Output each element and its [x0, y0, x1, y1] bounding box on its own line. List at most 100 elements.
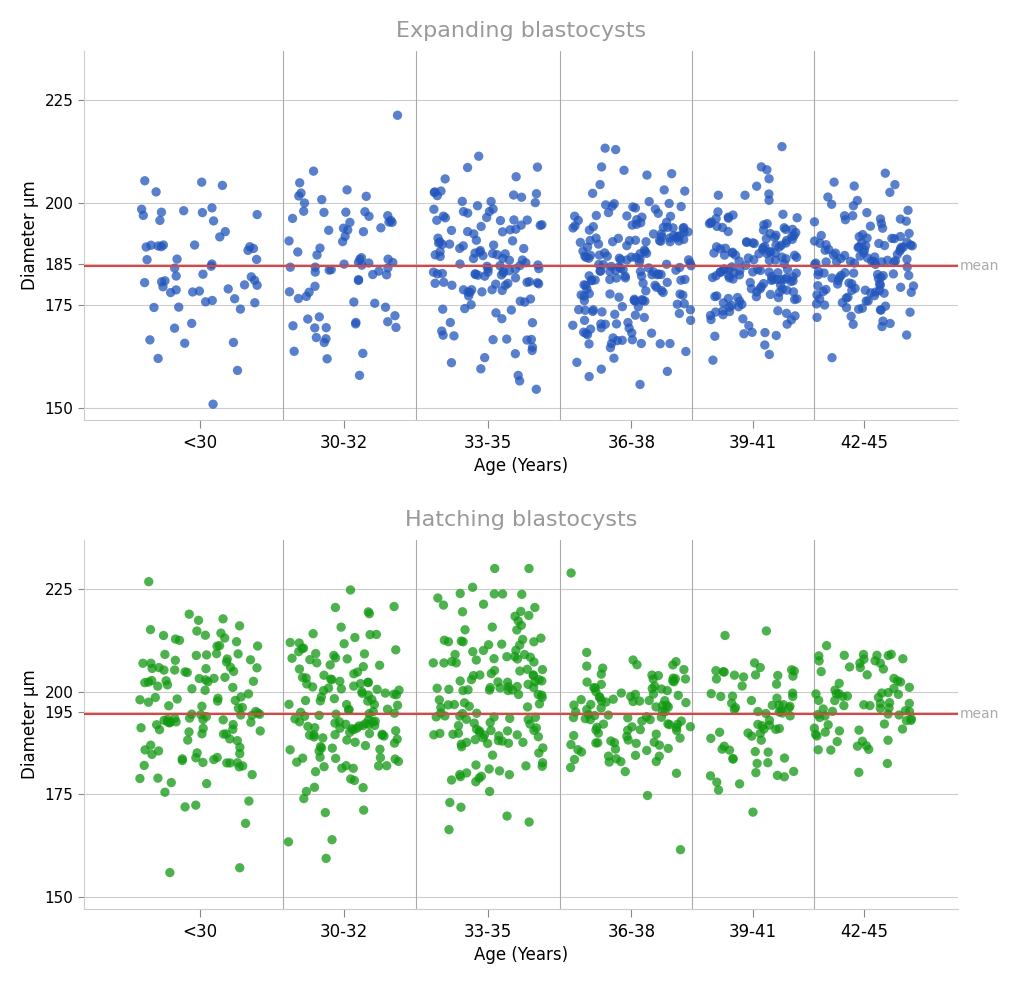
Point: [815, 265, 832, 281]
Point: [769, 668, 786, 684]
Point: [891, 243, 907, 259]
Point: [335, 221, 352, 236]
Point: [714, 295, 731, 310]
Point: [620, 732, 636, 748]
Point: [365, 703, 381, 719]
Point: [761, 287, 777, 302]
Point: [508, 727, 525, 743]
Point: [596, 316, 612, 332]
Point: [578, 644, 594, 660]
Point: [309, 247, 325, 263]
Point: [451, 240, 468, 256]
Point: [504, 233, 521, 249]
Point: [735, 669, 751, 685]
Point: [838, 291, 854, 306]
Point: [775, 220, 792, 235]
Point: [351, 718, 367, 734]
Point: [432, 248, 448, 264]
Point: [809, 742, 825, 757]
Point: [175, 203, 192, 219]
Point: [884, 254, 901, 270]
Point: [282, 634, 299, 650]
Point: [168, 268, 184, 284]
Point: [307, 264, 323, 280]
Point: [494, 224, 511, 239]
Point: [348, 720, 365, 736]
Y-axis label: Diameter μm: Diameter μm: [21, 180, 39, 291]
Point: [819, 241, 836, 257]
Point: [354, 686, 370, 701]
Point: [748, 284, 764, 299]
Point: [318, 331, 334, 347]
Point: [389, 697, 406, 713]
Point: [150, 679, 166, 694]
Point: [777, 232, 794, 248]
Point: [449, 718, 466, 734]
Point: [312, 240, 328, 256]
Point: [866, 256, 882, 272]
Point: [488, 247, 504, 263]
Point: [661, 230, 678, 246]
Point: [435, 655, 451, 671]
Point: [713, 220, 730, 235]
Point: [518, 758, 534, 774]
Point: [878, 252, 895, 268]
Point: [138, 239, 154, 255]
Point: [756, 238, 772, 254]
Point: [584, 185, 600, 201]
Point: [325, 647, 341, 663]
Point: [520, 711, 536, 727]
Point: [653, 283, 669, 298]
Point: [506, 346, 523, 361]
Point: [486, 560, 502, 576]
Point: [234, 758, 251, 774]
Point: [501, 222, 518, 237]
Point: [248, 703, 264, 719]
Point: [640, 692, 656, 708]
Point: [467, 774, 483, 790]
Y-axis label: Diameter μm: Diameter μm: [20, 670, 39, 779]
Point: [714, 664, 731, 680]
Point: [354, 684, 370, 699]
Point: [501, 710, 518, 726]
Point: [672, 842, 688, 858]
Point: [783, 662, 799, 678]
Point: [331, 674, 347, 689]
Point: [725, 207, 741, 223]
Point: [573, 744, 589, 759]
Point: [151, 722, 167, 738]
Point: [783, 312, 799, 328]
Point: [508, 679, 525, 694]
Point: [580, 250, 596, 266]
Point: [779, 316, 795, 332]
Point: [576, 277, 592, 293]
Point: [596, 140, 612, 156]
Point: [747, 764, 763, 780]
Point: [752, 733, 768, 749]
Point: [296, 791, 312, 807]
Point: [470, 267, 486, 283]
Point: [526, 600, 542, 616]
Point: [830, 676, 847, 691]
Point: [213, 625, 229, 641]
Point: [312, 750, 328, 765]
Point: [845, 178, 861, 194]
Point: [570, 742, 586, 757]
Point: [839, 290, 855, 305]
Point: [760, 347, 776, 362]
Point: [166, 320, 182, 336]
Point: [144, 673, 160, 689]
Point: [443, 278, 460, 294]
Point: [603, 198, 620, 214]
Point: [583, 272, 599, 288]
Point: [604, 330, 621, 346]
Point: [288, 755, 305, 770]
Point: [720, 743, 737, 758]
Point: [809, 278, 825, 294]
Point: [294, 751, 311, 766]
Point: [368, 626, 384, 642]
Point: [361, 706, 377, 722]
Point: [866, 284, 882, 299]
Point: [429, 266, 445, 282]
Point: [871, 655, 888, 671]
